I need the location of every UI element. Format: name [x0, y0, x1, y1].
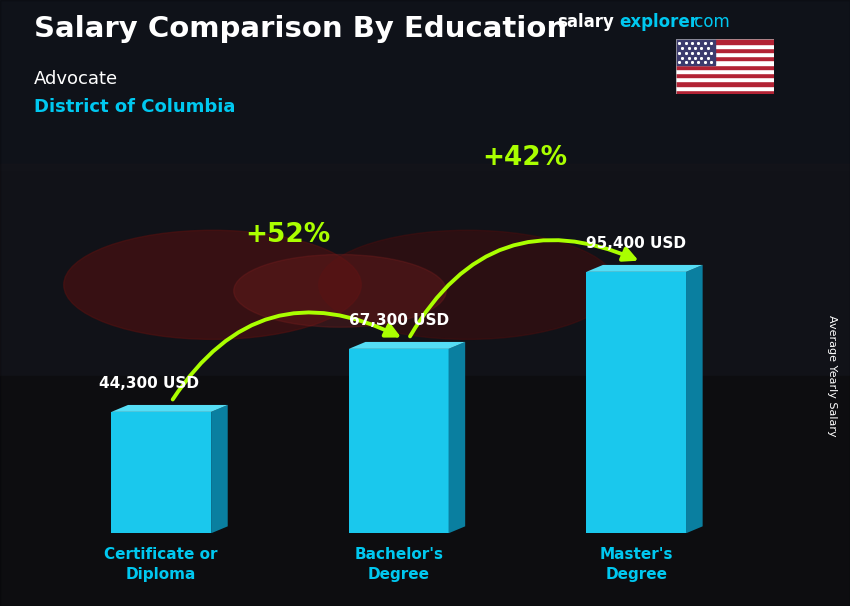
Bar — [0, 376, 850, 606]
Polygon shape — [348, 349, 449, 533]
Text: +52%: +52% — [245, 222, 330, 248]
Text: .com: .com — [689, 13, 730, 32]
Bar — [676, 81, 774, 85]
Ellipse shape — [64, 230, 361, 339]
Bar — [0, 164, 850, 394]
Text: 67,300 USD: 67,300 USD — [348, 313, 449, 328]
Bar — [676, 85, 774, 90]
Text: Average Yearly Salary: Average Yearly Salary — [827, 315, 837, 436]
Bar — [676, 56, 774, 61]
Polygon shape — [586, 272, 686, 533]
Bar — [676, 68, 774, 73]
Text: salary: salary — [557, 13, 614, 32]
Polygon shape — [686, 265, 703, 533]
Bar — [676, 48, 774, 52]
Text: explorer: explorer — [619, 13, 698, 32]
Bar — [676, 44, 774, 48]
Bar — [676, 90, 774, 94]
Bar — [0, 0, 850, 170]
Text: District of Columbia: District of Columbia — [34, 98, 235, 116]
Text: 95,400 USD: 95,400 USD — [586, 236, 686, 251]
Bar — [676, 52, 774, 56]
Bar — [676, 65, 774, 68]
Text: +42%: +42% — [482, 145, 568, 171]
Text: 44,300 USD: 44,300 USD — [99, 376, 200, 391]
Polygon shape — [586, 265, 703, 272]
Bar — [676, 39, 774, 44]
Ellipse shape — [234, 255, 446, 327]
Bar — [676, 77, 774, 81]
Bar — [676, 61, 774, 65]
Polygon shape — [111, 412, 211, 533]
Polygon shape — [111, 405, 228, 412]
Ellipse shape — [319, 230, 616, 339]
Polygon shape — [348, 342, 465, 349]
Polygon shape — [211, 405, 228, 533]
Polygon shape — [449, 342, 465, 533]
Text: Salary Comparison By Education: Salary Comparison By Education — [34, 15, 567, 43]
Text: Advocate: Advocate — [34, 70, 118, 88]
Bar — [676, 73, 774, 77]
Bar — [676, 39, 715, 65]
